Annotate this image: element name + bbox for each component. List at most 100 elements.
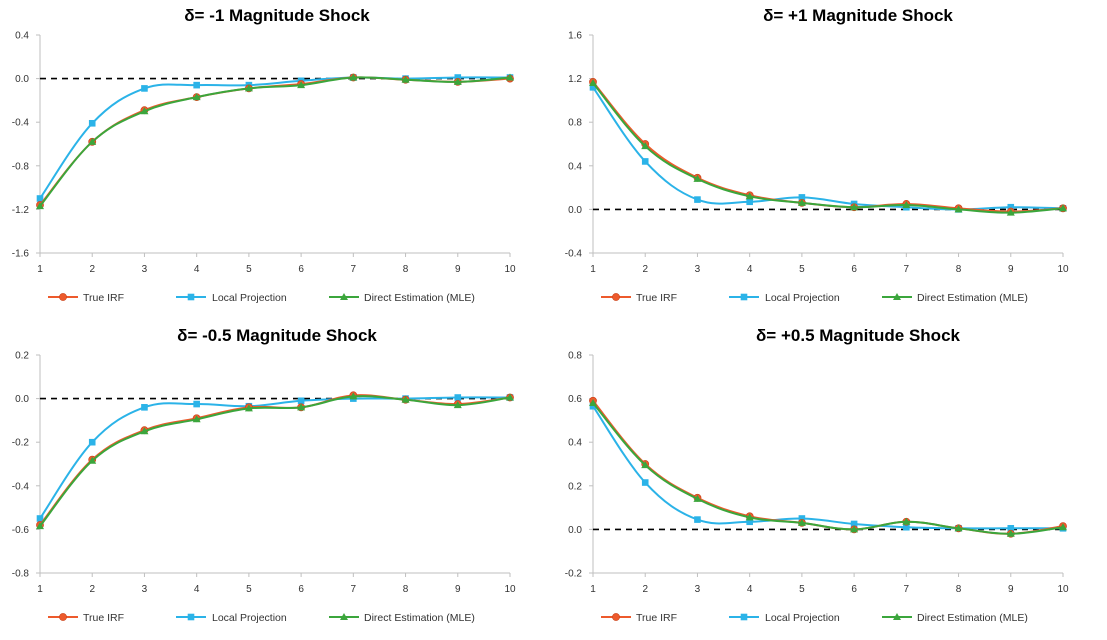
x-tick-label: 8: [956, 264, 962, 275]
data-point: [1006, 529, 1015, 537]
data-point: [850, 525, 859, 533]
x-tick-label: 10: [504, 584, 516, 595]
legend-label: Direct Estimation (MLE): [917, 292, 1028, 304]
series-true-irf: [36, 73, 514, 209]
data-point: [797, 518, 806, 526]
y-tick-label: 0.2: [568, 481, 582, 492]
series-line: [39, 76, 511, 207]
y-tick-label: 0.8: [568, 351, 582, 362]
data-point: [88, 438, 96, 446]
legend-label: Direct Estimation (MLE): [917, 612, 1028, 624]
x-tick-label: 8: [403, 584, 409, 595]
y-tick-label: 0.4: [568, 438, 582, 449]
series-direct-estimation: [36, 392, 514, 530]
x-tick-label: 6: [851, 264, 857, 275]
data-point: [88, 456, 97, 464]
data-point: [1059, 523, 1067, 531]
legend-label: True IRF: [83, 292, 124, 304]
legend-item: Local Projection: [729, 612, 840, 624]
data-point: [589, 84, 597, 91]
series-direct-estimation: [589, 398, 1067, 537]
x-tick-label: 5: [246, 584, 252, 595]
x-tick-label: 3: [695, 584, 701, 595]
x-tick-label: 1: [590, 264, 596, 275]
series-line: [39, 394, 511, 526]
data-point: [401, 75, 410, 83]
data-point: [141, 404, 148, 411]
data-point: [140, 427, 149, 435]
series-line: [39, 396, 511, 520]
x-tick-label: 6: [298, 584, 304, 595]
data-point: [88, 137, 97, 145]
data-point: [1059, 204, 1067, 212]
legend-item: True IRF: [48, 292, 124, 304]
series-local-projection: [589, 84, 1067, 213]
x-tick-label: 2: [89, 264, 95, 275]
series-true-irf: [36, 391, 514, 529]
legend-marker: [893, 613, 901, 620]
x-tick-label: 5: [246, 264, 252, 275]
data-point: [244, 404, 253, 412]
data-point: [902, 517, 911, 525]
data-point: [798, 194, 806, 201]
data-point: [850, 520, 858, 528]
y-tick-label: 0.4: [568, 161, 582, 172]
legend-label: Direct Estimation (MLE): [364, 612, 475, 624]
y-tick-label: 0.8: [568, 118, 582, 129]
legend-item: True IRF: [601, 612, 677, 624]
legend-marker: [59, 293, 67, 301]
y-tick-label: -0.4: [12, 481, 30, 492]
y-tick-label: -0.4: [565, 249, 583, 260]
chart-svg: δ= +0.5 Magnitude Shock -0.2 0.0 0.2 0.4 0.6 0…: [565, 326, 1069, 624]
data-point: [244, 84, 253, 92]
series-true-irf: [589, 77, 1067, 216]
chart-panel-delta-minus-0-5: δ= -0.5 Magnitude Shock -0.8 -0.6 -0.4 -0.2 0…: [0, 320, 554, 640]
chart-svg: δ= -1 Magnitude Shock -1.6 -1.2 -0.8 -0.4 0.0…: [12, 6, 516, 304]
legend-label: True IRF: [83, 612, 124, 624]
series-line: [592, 405, 1063, 530]
y-tick-label: 1.2: [568, 74, 582, 85]
x-tick-label: 7: [351, 584, 357, 595]
y-tick-label: -1.2: [12, 205, 30, 216]
x-tick-label: 7: [904, 584, 910, 595]
data-point: [641, 461, 650, 469]
legend-item: Direct Estimation (MLE): [882, 292, 1028, 304]
legend-item: True IRF: [48, 612, 124, 624]
y-tick-label: 0.2: [15, 351, 29, 362]
chart-title: δ= -0.5 Magnitude Shock: [177, 326, 377, 345]
data-point: [506, 393, 514, 401]
x-tick-label: 1: [37, 264, 43, 275]
data-point: [641, 479, 649, 486]
y-tick-label: -0.2: [565, 569, 583, 580]
data-point: [903, 523, 910, 531]
x-tick-label: 8: [956, 584, 962, 595]
legend: True IRF Local Projection Direct Estimatio…: [48, 612, 475, 624]
x-tick-label: 3: [142, 584, 148, 595]
data-point: [745, 513, 754, 521]
data-point: [589, 402, 597, 410]
series-line: [592, 86, 1064, 211]
legend-marker: [187, 613, 195, 621]
chart-title: δ= +1 Magnitude Shock: [763, 6, 953, 25]
series-direct-estimation: [36, 73, 514, 210]
legend-item: Local Projection: [729, 292, 840, 304]
x-tick-label: 10: [504, 264, 516, 275]
y-tick-label: 1.6: [568, 31, 582, 42]
y-tick-label: -0.2: [12, 438, 30, 449]
data-point: [693, 494, 702, 502]
data-point: [192, 415, 201, 423]
x-tick-label: 3: [695, 264, 701, 275]
data-point: [453, 77, 462, 85]
data-point: [297, 397, 305, 405]
legend: True IRF Local Projection Direct Estimatio…: [601, 612, 1028, 624]
legend-marker: [740, 613, 748, 621]
x-tick-label: 3: [142, 264, 148, 275]
legend-marker: [612, 613, 620, 621]
legend-item: Direct Estimation (MLE): [329, 612, 475, 624]
legend-marker: [340, 293, 348, 300]
x-tick-label: 9: [455, 584, 461, 595]
chart-title: δ= -1 Magnitude Shock: [184, 6, 370, 25]
series-true-irf: [589, 396, 1067, 538]
y-tick-label: -0.6: [12, 525, 30, 536]
x-tick-label: 2: [642, 264, 648, 275]
